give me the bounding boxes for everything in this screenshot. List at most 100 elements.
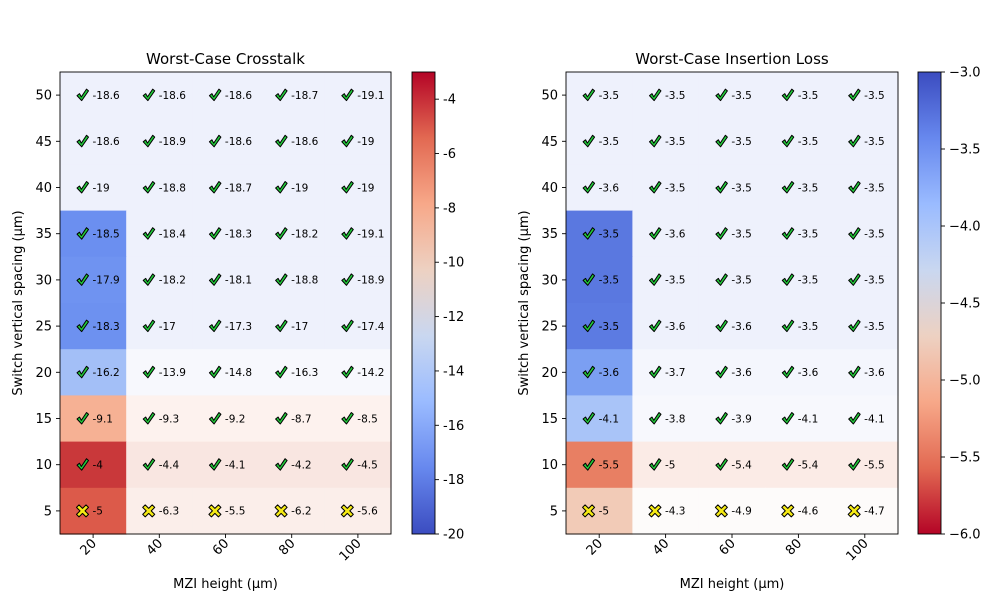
check-shape (142, 227, 156, 240)
check-shape (142, 365, 156, 379)
check-shape (781, 273, 795, 286)
check-shape (275, 365, 288, 379)
check-marker-icon (848, 181, 861, 194)
cell-value-label: -5 (665, 460, 675, 472)
heatmap-cell (698, 395, 766, 443)
heatmap-cell (632, 303, 700, 350)
cell-value-label: -16.2 (93, 367, 120, 379)
cell-value-label: -18.7 (291, 90, 318, 102)
colorbar-tick-label: −3.0 (949, 66, 981, 81)
heatmap-cell (765, 395, 833, 443)
check-marker-icon (582, 412, 596, 425)
x-tick-label: 60 (210, 536, 232, 558)
cell-value-label: -13.9 (159, 367, 186, 379)
heatmap-cell (632, 349, 700, 396)
check-marker-icon (781, 458, 795, 471)
heatmap-cell (258, 118, 326, 165)
check-shape (582, 273, 596, 286)
check-shape (848, 319, 861, 333)
check-marker-icon (142, 227, 156, 240)
check-shape (848, 273, 861, 286)
heatmap-cell (765, 118, 833, 165)
check-marker-icon (275, 273, 288, 286)
y-tick-label: 5 (44, 504, 52, 519)
heatmap-cell (192, 210, 260, 258)
check-shape (848, 181, 861, 194)
check-marker-icon (208, 227, 222, 240)
cell-annotations: -3.5 -3.5 -3.5 -3.5 -3.5 -3.5 -3.5 -3.5 -3.5 -3.5… (582, 88, 885, 518)
cell-value-label: -8.7 (291, 413, 312, 425)
check-shape (781, 458, 795, 471)
y-tick-label: 10 (35, 458, 52, 473)
cell-value-label: -18.6 (225, 90, 252, 102)
heatmap-cell (831, 210, 899, 258)
check-marker-icon (781, 412, 795, 425)
heatmap-cell (566, 395, 633, 443)
cell-value-label: -3.5 (731, 182, 752, 194)
cell-value-label: -3.6 (599, 182, 620, 194)
cell-value-label: -18.3 (225, 229, 252, 241)
cross-shape (274, 504, 288, 518)
check-marker-icon (341, 365, 354, 379)
check-shape (341, 273, 354, 286)
cell-value-label: -18.6 (225, 136, 252, 148)
check-shape (848, 365, 861, 379)
check-shape (848, 412, 861, 425)
check-marker-icon (715, 227, 728, 240)
cell-value-label: -18.6 (159, 90, 186, 102)
check-shape (648, 273, 662, 286)
cell-value-label: -18.9 (357, 275, 384, 287)
check-shape (341, 458, 354, 471)
check-shape (208, 412, 222, 425)
cell-value-label: -3.7 (665, 367, 686, 379)
chart-title: Worst-Case Crosstalk (146, 50, 305, 68)
cross-marker-icon (142, 504, 156, 518)
check-shape (142, 412, 156, 425)
cell-value-label: -9.2 (225, 413, 246, 425)
cell-value-label: -19 (357, 136, 374, 148)
heatmap-cell (258, 303, 326, 350)
colorbar-tick-label: -4 (443, 93, 456, 108)
colorbar: -4 -6 -8 -10 -12 -14 -16 -18 -20 (411, 71, 464, 543)
check-marker-icon (76, 412, 90, 425)
cell-value-label: -4.7 (864, 506, 885, 518)
heatmap-cell (765, 441, 833, 489)
check-shape (715, 273, 728, 286)
heatmap-cell (126, 395, 193, 443)
check-shape (275, 134, 288, 148)
check-marker-icon (781, 88, 795, 102)
x-axis-label: MZI height (µm) (173, 577, 278, 592)
x-tick-label: 40 (144, 536, 166, 558)
check-marker-icon (848, 273, 861, 286)
heatmap-cell (60, 256, 127, 304)
check-marker-icon (142, 134, 156, 148)
colorbar-tick-label: −3.5 (949, 143, 981, 158)
check-marker-icon (341, 181, 354, 194)
check-marker-icon (208, 134, 222, 148)
check-shape (648, 181, 662, 194)
heatmap-cell (60, 395, 127, 443)
cell-value-label: -18.2 (291, 229, 318, 241)
check-shape (648, 227, 662, 240)
heatmap-cell (324, 487, 392, 535)
check-shape (781, 319, 795, 333)
heatmap-cell (126, 349, 193, 396)
cell-value-label: -3.5 (864, 321, 885, 333)
cell-value-label: -17.4 (357, 321, 384, 333)
cell-value-label: -5.5 (864, 460, 885, 472)
cross-marker-icon (76, 504, 90, 518)
cell-value-label: -3.5 (798, 182, 819, 194)
cell-value-label: -3.6 (665, 229, 686, 241)
cell-value-label: -3.6 (665, 321, 686, 333)
check-shape (76, 458, 90, 471)
x-axis: 20 40 60 80 100 (78, 534, 365, 564)
check-marker-icon (648, 273, 662, 286)
cell-value-label: -3.5 (731, 136, 752, 148)
heatmap-cell (126, 118, 193, 165)
cross-shape (76, 504, 90, 518)
check-shape (208, 134, 222, 148)
heatmap-cell (698, 164, 766, 212)
cell-value-label: -3.5 (798, 321, 819, 333)
check-shape (648, 319, 662, 333)
